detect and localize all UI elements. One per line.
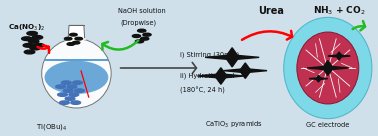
Polygon shape xyxy=(240,71,251,78)
Polygon shape xyxy=(205,55,232,60)
Circle shape xyxy=(135,40,144,43)
Circle shape xyxy=(63,89,73,92)
Circle shape xyxy=(69,93,79,96)
Ellipse shape xyxy=(297,32,359,104)
Polygon shape xyxy=(225,48,239,57)
Polygon shape xyxy=(309,78,318,80)
Polygon shape xyxy=(316,75,321,79)
Polygon shape xyxy=(68,25,85,39)
Text: Ca(NO$_3$)$_2$: Ca(NO$_3$)$_2$ xyxy=(8,23,45,33)
Circle shape xyxy=(72,41,80,44)
Circle shape xyxy=(74,89,84,92)
Circle shape xyxy=(30,46,40,50)
Circle shape xyxy=(23,44,34,47)
Circle shape xyxy=(141,37,149,40)
Text: Ti(OBu)$_4$: Ti(OBu)$_4$ xyxy=(36,122,68,132)
Circle shape xyxy=(28,39,39,43)
Circle shape xyxy=(32,35,43,39)
Circle shape xyxy=(58,93,67,96)
Polygon shape xyxy=(245,69,267,73)
Circle shape xyxy=(75,37,82,40)
Circle shape xyxy=(61,81,71,84)
Circle shape xyxy=(138,29,146,32)
Polygon shape xyxy=(322,68,333,75)
Polygon shape xyxy=(328,55,339,57)
Circle shape xyxy=(60,101,69,104)
Circle shape xyxy=(65,97,75,100)
Circle shape xyxy=(67,85,77,88)
Text: (Dropwise): (Dropwise) xyxy=(120,19,156,26)
Polygon shape xyxy=(240,63,251,71)
Circle shape xyxy=(143,33,151,36)
Circle shape xyxy=(71,101,81,104)
Circle shape xyxy=(22,37,32,41)
Polygon shape xyxy=(318,78,328,80)
Ellipse shape xyxy=(42,39,111,108)
Polygon shape xyxy=(322,61,333,68)
Polygon shape xyxy=(215,68,227,76)
Polygon shape xyxy=(232,55,259,60)
Polygon shape xyxy=(215,76,227,84)
Polygon shape xyxy=(225,57,239,67)
Text: Urea: Urea xyxy=(258,6,284,16)
Ellipse shape xyxy=(284,17,372,119)
Polygon shape xyxy=(307,66,328,70)
Circle shape xyxy=(56,85,65,88)
Polygon shape xyxy=(336,56,342,60)
Text: NaOH solution: NaOH solution xyxy=(118,8,166,14)
Circle shape xyxy=(132,35,141,38)
Circle shape xyxy=(34,44,44,47)
Text: CaTiO$_3$ pyramids: CaTiO$_3$ pyramids xyxy=(205,120,263,130)
Polygon shape xyxy=(198,74,221,78)
Polygon shape xyxy=(221,74,244,78)
Polygon shape xyxy=(45,59,108,61)
Circle shape xyxy=(67,43,74,45)
Circle shape xyxy=(70,33,77,36)
Text: i) Stirring (30min): i) Stirring (30min) xyxy=(180,51,239,58)
Circle shape xyxy=(27,32,37,35)
Polygon shape xyxy=(223,69,245,73)
Polygon shape xyxy=(316,79,321,82)
Polygon shape xyxy=(328,66,349,70)
Polygon shape xyxy=(339,55,350,57)
Circle shape xyxy=(64,37,72,40)
Text: (180°C, 24 h): (180°C, 24 h) xyxy=(180,87,225,94)
Text: ii) Hydrothermal: ii) Hydrothermal xyxy=(180,73,234,79)
Text: NH$_3$ + CO$_2$: NH$_3$ + CO$_2$ xyxy=(313,4,366,17)
Ellipse shape xyxy=(45,61,108,94)
Circle shape xyxy=(24,50,35,54)
Circle shape xyxy=(73,81,82,84)
Text: GC electrode: GC electrode xyxy=(306,122,350,128)
Polygon shape xyxy=(336,52,342,56)
